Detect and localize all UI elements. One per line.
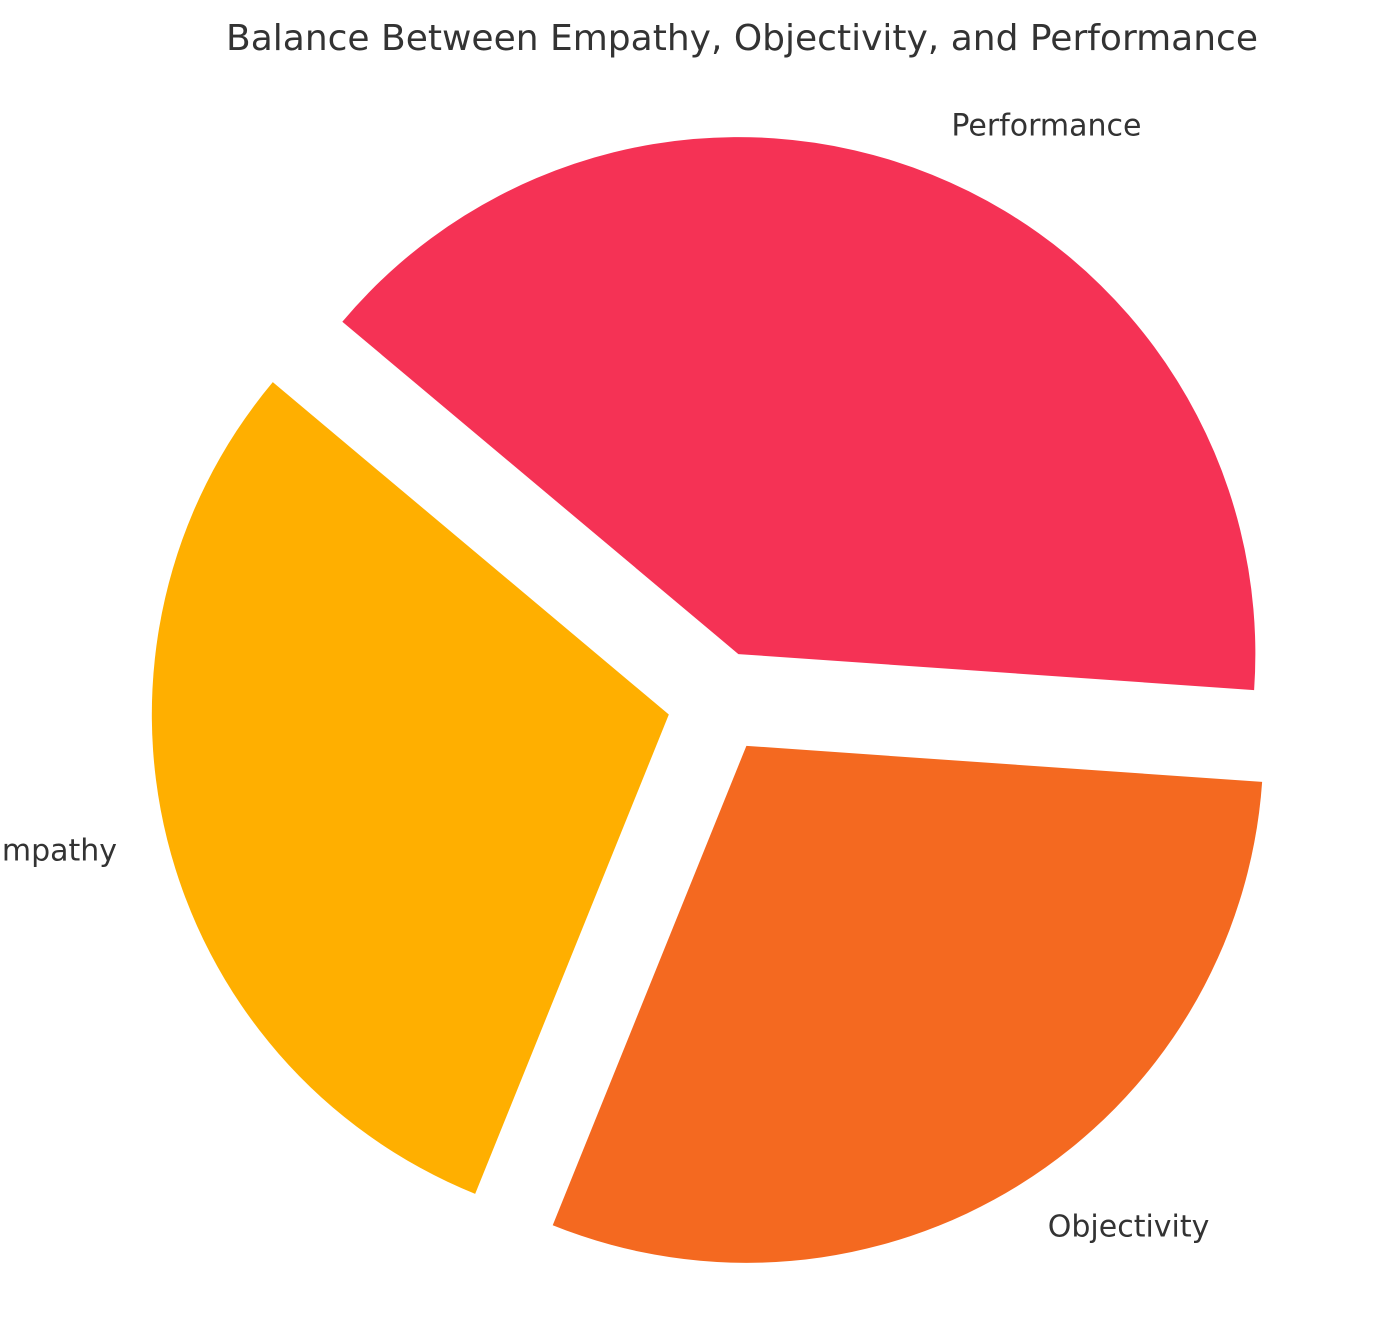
pie-slice-objectivity bbox=[552, 745, 1263, 1263]
pie-slices bbox=[151, 137, 1263, 1263]
pie-labels: Empathy Objectivity Performance bbox=[0, 108, 1209, 1244]
chart-title: Balance Between Empathy, Objectivity, an… bbox=[226, 18, 1258, 59]
pie-slice-empathy bbox=[151, 382, 669, 1194]
slice-label-objectivity: Objectivity bbox=[1048, 1210, 1210, 1245]
slice-label-performance: Performance bbox=[951, 108, 1141, 143]
slice-label-empathy: Empathy bbox=[0, 834, 117, 869]
pie-slice-performance bbox=[342, 137, 1256, 691]
